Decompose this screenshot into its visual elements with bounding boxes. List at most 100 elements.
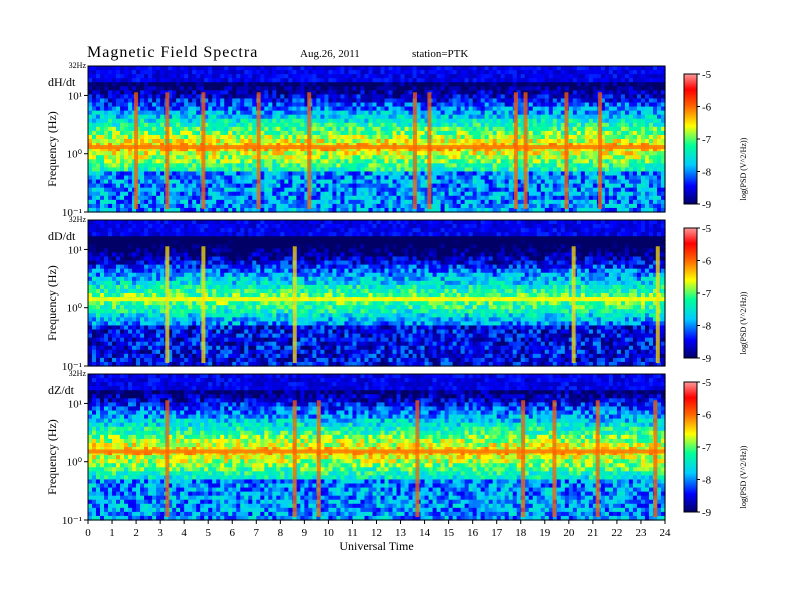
y-tick-label: 10⁰ — [67, 149, 83, 161]
x-tick-label: 19 — [539, 527, 551, 539]
colorbar-tick-label: -5 — [702, 223, 712, 235]
y-top-label: 32Hz — [69, 215, 87, 224]
y-tick-label: 10⁻¹ — [62, 361, 82, 373]
burst-event — [307, 92, 312, 210]
x-tick-label: 11 — [347, 527, 358, 539]
x-tick-label: 9 — [302, 527, 308, 539]
colorbar-tick-label: -9 — [702, 353, 712, 365]
panel-dzdt: 10¹ 10⁰ 10⁻¹ 32Hz dZ/dt Frequency (Hz) -5 -6 -7 -… — [45, 369, 748, 527]
x-tick-label: 22 — [611, 527, 622, 539]
colorbar-tick-label: -6 — [702, 102, 712, 114]
x-tick-label: 24 — [660, 527, 672, 539]
x-tick-label: 5 — [205, 527, 211, 539]
x-tick-label: 20 — [563, 527, 575, 539]
y-axis-label: Frequency (Hz) — [45, 265, 59, 341]
spectrogram-heatmap — [88, 66, 666, 213]
colorbar-tick-label: -9 — [702, 507, 712, 519]
x-tick-label: 8 — [278, 527, 284, 539]
burst-event — [165, 400, 170, 518]
x-tick-label: 16 — [467, 527, 479, 539]
colorbar-tick-label: -8 — [702, 321, 712, 333]
colorbar — [683, 227, 698, 359]
x-tick-label: 14 — [419, 527, 431, 539]
colorbar-tick-label: -6 — [702, 410, 712, 422]
burst-event — [415, 400, 420, 518]
colorbar — [683, 381, 698, 513]
colorbar-tick-label: -7 — [702, 442, 712, 454]
burst-event — [521, 400, 526, 518]
x-tick-label: 10 — [323, 527, 335, 539]
burst-event — [292, 400, 297, 518]
burst-event — [256, 92, 261, 210]
y-top-label: 32Hz — [69, 369, 87, 378]
station-label: station=PTK — [412, 48, 469, 60]
colorbar-label: log(PSD (V^2/Hz)) — [739, 445, 748, 508]
x-tick-label: 17 — [491, 527, 503, 539]
x-tick-label: 13 — [395, 527, 407, 539]
panel-frame — [87, 65, 666, 213]
y-top-label: 32Hz — [69, 61, 87, 70]
x-tick-label: 3 — [157, 527, 163, 539]
burst-event — [653, 400, 658, 518]
panel-label: dD/dt — [48, 229, 76, 243]
panel-dhdt: 10¹ 10⁰ 10⁻¹ 32Hz dH/dt Frequency (Hz) -5 -6 -7 -… — [45, 61, 748, 219]
burst-event — [412, 92, 417, 210]
y-tick-label: 10¹ — [68, 398, 82, 410]
spectrogram-heatmap — [88, 374, 666, 521]
colorbar-tick-label: -8 — [702, 167, 712, 179]
burst-event — [552, 400, 557, 518]
panel-label: dZ/dt — [48, 383, 75, 397]
colorbar-tick-label: -5 — [702, 69, 712, 81]
x-tick-label: 2 — [133, 527, 139, 539]
colorbar-tick-label: -6 — [702, 256, 712, 268]
x-tick-label: 15 — [443, 527, 455, 539]
x-tick-label: 1 — [109, 527, 115, 539]
colorbar-tick-label: -8 — [702, 475, 712, 487]
y-tick-label: 10⁰ — [67, 457, 83, 469]
dominant-band — [88, 145, 665, 150]
burst-event — [292, 246, 297, 364]
y-axis-label: Frequency (Hz) — [45, 111, 59, 187]
date-label: Aug.26, 2011 — [300, 48, 360, 60]
burst-event — [513, 92, 518, 210]
dominant-band — [88, 297, 665, 302]
burst-event — [598, 92, 603, 210]
burst-event — [595, 400, 600, 518]
panel-label: dH/dt — [48, 75, 76, 89]
colorbar-label: log(PSD (V^2/Hz)) — [739, 291, 748, 354]
burst-event — [655, 246, 660, 364]
burst-event — [201, 92, 206, 210]
x-axis-label: Universal Time — [339, 539, 413, 553]
colorbar-tick-label: -9 — [702, 199, 712, 211]
burst-event — [201, 246, 206, 364]
panel-frame — [87, 219, 666, 367]
chart-title: Magnetic Field Spectra — [87, 44, 259, 61]
colorbar — [683, 73, 698, 205]
burst-event — [134, 92, 139, 210]
burst-event — [165, 92, 170, 210]
dominant-band — [88, 449, 665, 454]
x-tick-label: 6 — [230, 527, 236, 539]
burst-event — [316, 400, 321, 518]
x-tick-label: 12 — [371, 527, 382, 539]
x-tick-label: 18 — [515, 527, 527, 539]
burst-event — [523, 92, 528, 210]
x-tick-label: 4 — [181, 527, 187, 539]
colorbar-tick-label: -5 — [702, 377, 712, 389]
panel-dddt: 10¹ 10⁰ 10⁻¹ 32Hz dD/dt Frequency (Hz) -5 -6 -7 -… — [45, 215, 748, 373]
y-tick-label: 10⁻¹ — [62, 515, 82, 527]
y-tick-label: 10¹ — [68, 90, 82, 102]
spectrogram-heatmap — [88, 220, 666, 367]
y-tick-label: 10⁻¹ — [62, 207, 82, 219]
burst-event — [165, 246, 170, 364]
x-tick-label: 7 — [254, 527, 260, 539]
x-tick-label: 21 — [587, 527, 598, 539]
colorbar-tick-label: -7 — [702, 288, 712, 300]
burst-event — [564, 92, 569, 210]
y-axis-label: Frequency (Hz) — [45, 419, 59, 495]
y-tick-label: 10⁰ — [67, 303, 83, 315]
burst-event — [427, 92, 432, 210]
x-tick-label: 0 — [85, 527, 91, 539]
colorbar-label: log(PSD (V^2/Hz)) — [739, 137, 748, 200]
